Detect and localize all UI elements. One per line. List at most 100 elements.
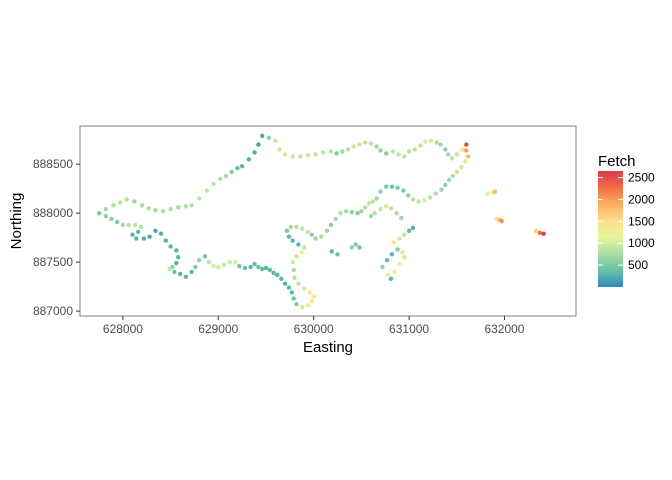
fetch-point [391,240,396,245]
fetch-point [275,272,280,278]
fetch-point [235,165,240,171]
fetch-point [394,211,399,216]
fetch-point [541,231,546,236]
fetch-point [273,138,278,143]
fetch-point [189,269,194,275]
fetch-point [349,210,354,215]
fetch-point [459,164,464,170]
fetch-point [401,188,406,193]
fetch-point [126,222,131,228]
fetch-point [300,250,305,255]
fetch-point [397,261,402,267]
fetch-point [412,147,417,152]
fetch-point [319,234,324,239]
fetch-point [136,229,141,234]
fetch-point [311,294,316,299]
fetch-point [410,197,416,202]
fetch-point [300,305,305,310]
fetch-point [335,252,340,257]
fetch-point [443,182,448,187]
fetch-point [410,225,416,231]
fetch-point [499,218,504,224]
fetch-point [266,135,272,140]
fetch-point [389,252,395,257]
fetch-point [256,264,261,270]
fetch-point [384,204,389,209]
fetch-point [134,236,139,241]
y-tick-label: 887500 [33,255,73,269]
fetch-point [345,147,351,152]
fetch-point [260,133,265,138]
fetch-point [423,139,428,144]
fetch-point [388,276,394,281]
fetch-point [237,263,242,269]
fetch-point [353,242,358,247]
fetch-point [111,203,116,208]
fetch-point [260,266,265,272]
fetch-point [460,147,465,152]
fetch-point [103,213,109,219]
fetch-point [340,149,345,154]
fetch-point [284,228,290,233]
fetch-point [138,224,144,230]
fetch-point [443,147,448,152]
fetch-legend: Fetch 500 1000 1500 2000 2500 [598,153,655,287]
fetch-point [402,255,407,260]
fetch-point [355,211,360,216]
fetch-point [427,195,433,200]
fetch-point [240,164,245,169]
legend-tick-label: 1000 [628,236,655,250]
fetch-point [385,272,391,278]
fetch-point [153,208,158,213]
x-axis: 628000 629000 630000 631000 632000 [103,316,525,336]
fetch-point [290,154,295,159]
fetch-point [321,150,326,155]
fetch-point [242,265,248,271]
fetch-point [163,238,168,243]
fetch-point [211,263,216,269]
fetch-point [288,224,293,230]
fetch-point [438,142,443,147]
fetch-point [343,209,349,214]
fetch-point [183,204,189,209]
fetch-point [366,201,372,206]
fetch-point [406,149,412,154]
plot-panel-border [79,125,577,317]
y-tick-label: 887000 [33,304,73,318]
fetch-point [380,264,385,270]
fetch-point [147,234,152,239]
fetch-point [305,303,311,308]
fetch-point [464,148,469,153]
fetch-point [370,199,375,204]
fetch-point [416,199,421,204]
fetch-point [388,206,394,211]
fetch-point [349,245,354,250]
fetch-point [289,290,294,295]
y-tick-label: 888000 [33,206,73,220]
y-axis: 887000 887500 888000 888500 [33,157,80,318]
legend-tick-label: 2500 [628,171,655,185]
fetch-point [389,184,395,189]
fetch-point [363,140,368,145]
fetch-point [397,236,402,241]
fetch-point [357,142,362,147]
legend-tick-label: 500 [628,258,648,272]
fetch-point [313,236,318,241]
fetch-point [176,205,181,210]
fetch-point [267,267,272,273]
x-axis-title: Easting [303,339,353,356]
fetch-point [302,245,307,250]
fetch-point [434,140,439,145]
legend-ticks: 500 1000 1500 2000 2500 [598,171,655,272]
fetch-point [402,154,407,159]
fetch-point [124,197,129,202]
legend-tick-label: 2000 [628,192,655,206]
fetch-point [168,207,173,212]
fetch-point [160,209,166,214]
fetch-point [449,156,455,161]
fetch-point [384,151,389,156]
fetch-point [305,229,311,234]
legend-color-bar [598,171,623,287]
fetch-point [296,242,301,247]
